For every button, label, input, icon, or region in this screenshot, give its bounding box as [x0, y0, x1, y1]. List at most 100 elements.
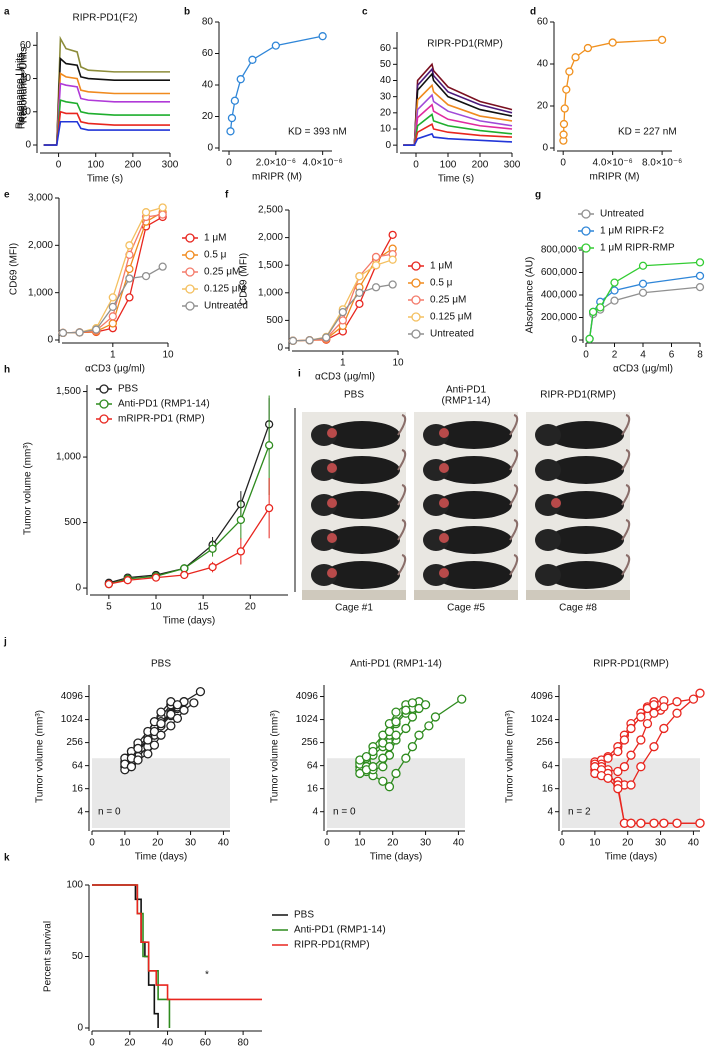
- x-axis-label: Time (days): [163, 616, 215, 627]
- mouse-head: [535, 529, 561, 551]
- marker: [288, 336, 298, 345]
- marker: [636, 712, 646, 722]
- x-tick-label: 2.0×10⁻⁶: [256, 158, 296, 169]
- y-tick-label: 60: [20, 40, 32, 51]
- marker: [371, 283, 381, 292]
- legend-label: 0.25 μM: [204, 267, 240, 278]
- ruler: [302, 590, 406, 600]
- marker: [378, 762, 388, 772]
- legend-marker: [185, 284, 195, 294]
- mouse-body: [436, 456, 512, 484]
- marker: [585, 334, 594, 344]
- mouse-tail: [397, 484, 407, 506]
- legend-marker: [185, 301, 195, 311]
- marker: [166, 709, 176, 720]
- marker: [649, 818, 659, 828]
- x-tick-label: 6: [669, 350, 675, 361]
- marker: [610, 296, 619, 305]
- panel-letter: a: [4, 7, 10, 18]
- x-tick-label: 8.0×10⁻⁶: [642, 158, 682, 169]
- marker: [571, 53, 580, 62]
- y-tick-label: 4096: [531, 691, 554, 702]
- panel-letter: c: [362, 7, 368, 18]
- marker: [355, 272, 364, 281]
- mouse-tail: [509, 554, 519, 576]
- marker: [125, 241, 134, 250]
- x-tick-label: 0: [89, 1038, 95, 1049]
- marker: [407, 712, 418, 722]
- panel-letter: k: [4, 853, 10, 864]
- marker: [659, 723, 669, 734]
- marker: [125, 274, 134, 283]
- marker: [208, 562, 217, 572]
- x-tick-label: 0: [413, 160, 419, 171]
- marker: [636, 762, 646, 772]
- marker: [126, 762, 137, 772]
- marker: [227, 113, 237, 123]
- x-tick-label: 4: [640, 350, 646, 361]
- x-tick-label: 10: [150, 602, 162, 613]
- x-axis-label: αCD3 (μg/ml): [613, 364, 673, 375]
- y-tick-label: 20: [20, 106, 32, 117]
- marker: [565, 67, 574, 76]
- tumor: [327, 533, 337, 543]
- x-tick-label: 20: [124, 1038, 136, 1049]
- tumor: [439, 568, 449, 578]
- series-line: [108, 507, 270, 585]
- x-tick-label: 30: [655, 838, 667, 849]
- marker: [638, 279, 648, 288]
- marker: [271, 41, 280, 50]
- y-axis-label: CD69 (MFI): [9, 243, 20, 295]
- mouse-tail: [621, 519, 631, 541]
- photo-title: (RMP1-14): [442, 396, 491, 407]
- legend-label: 1 μM: [204, 233, 226, 244]
- y-tick-label: 400,000: [541, 290, 578, 301]
- y-axis-label: Resonance Units: [19, 47, 30, 123]
- marker: [619, 762, 630, 772]
- mouse-body: [324, 421, 400, 449]
- legend-marker: [185, 250, 195, 260]
- marker: [603, 753, 613, 763]
- y-tick-label: 30: [380, 91, 392, 102]
- marker: [659, 818, 669, 828]
- marker: [151, 573, 161, 582]
- y-tick-label: 1024: [296, 714, 319, 725]
- legend-marker: [581, 226, 591, 236]
- legend-marker: [411, 278, 421, 288]
- chart-title: PBS: [151, 659, 171, 670]
- marker: [125, 264, 134, 274]
- panel-letter: e: [4, 190, 10, 201]
- marker: [338, 307, 347, 317]
- y-tick-label: 50: [72, 951, 84, 962]
- x-tick-label: 200: [125, 160, 142, 171]
- marker: [695, 271, 705, 281]
- marker: [420, 700, 431, 710]
- legend-label: RIPR-PD1(RMP): [294, 940, 370, 951]
- panel-letter: i: [298, 369, 301, 380]
- y-tick-label: 40: [380, 75, 392, 86]
- legend-marker: [581, 243, 591, 253]
- marker: [388, 280, 397, 289]
- x-tick-label: 2: [612, 350, 618, 361]
- series-line: [43, 35, 170, 146]
- legend-label: Untreated: [204, 301, 248, 312]
- marker: [158, 262, 167, 271]
- x-tick-label: 30: [420, 838, 432, 849]
- y-tick-label: 3,000: [28, 193, 53, 204]
- marker: [407, 698, 418, 708]
- annotation: KD = 227 nM: [618, 127, 677, 138]
- y-axis-label: Tumor volume (mm³): [23, 442, 34, 535]
- y-axis-label: Tumor volume (mm³): [505, 710, 516, 803]
- legend-label: 1 μM: [430, 261, 452, 272]
- y-axis-label: Resonance Units: [19, 47, 30, 123]
- marker: [636, 818, 646, 828]
- chart-title: RIPR-PD1(RMP): [593, 659, 669, 670]
- y-tick-label: 2,000: [258, 232, 283, 243]
- y-tick-label: 0: [385, 140, 391, 151]
- x-tick-label: 10: [162, 350, 174, 361]
- marker: [626, 750, 636, 760]
- y-tick-label: 0: [25, 140, 31, 151]
- mouse-head: [535, 459, 561, 481]
- marker: [659, 702, 669, 712]
